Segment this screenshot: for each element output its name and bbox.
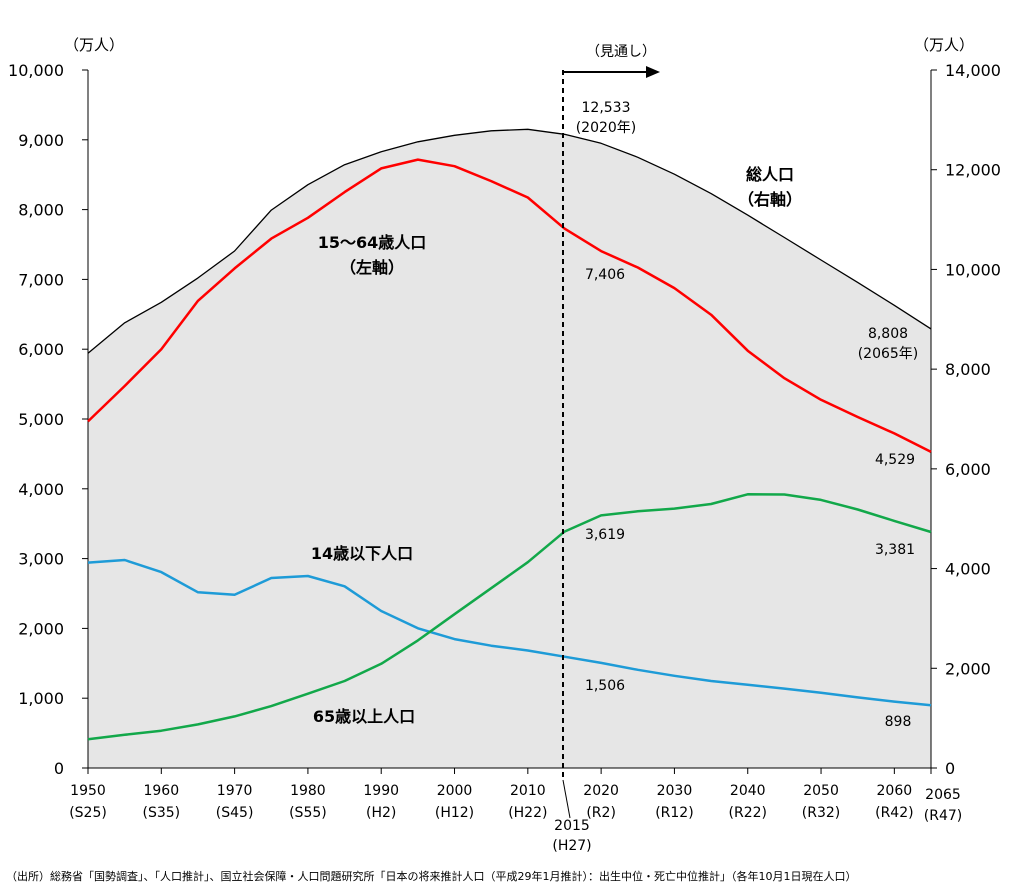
x-tick-year-label: 2010 [510,783,546,799]
x-tick-year-label: 1980 [290,783,326,799]
left-axis-ticks: 0 1,000 2,000 3,000 4,000 5,000 6,000 7,000 8,00… [8,61,88,778]
x-tick-era-label: (R2) [586,805,616,821]
data-label-children-2065: 898 [885,714,912,730]
left-tick-label: 8,000 [18,201,64,220]
x-tick-year-label: 2000 [437,783,473,799]
data-label-total-2020: 12,533 [582,100,631,116]
right-tick-label: 12,000 [945,161,1001,180]
projection-year-label: 2015 [554,818,590,834]
left-tick-label: 7,000 [18,270,64,289]
left-tick-label: 9,000 [18,131,64,150]
projection-year-leader [562,779,571,819]
x-tick-era-label: (R42) [875,805,913,821]
data-label-working-age-2020: 7,406 [585,267,625,283]
x-axis-ticks: 1950 (S25) 1960 (S35) 1970 (S45) 1980 (S55) 1990… [69,768,962,824]
series-label-total: 総人口 [746,165,794,184]
right-tick-label: 10,000 [945,260,1001,279]
x-tick-era-label: (S25) [69,805,107,821]
data-label-elderly-2020: 3,619 [585,527,625,543]
series-line-total [87,128,932,354]
projection-label: （見通し） [586,44,656,60]
projection-arrow-head [646,66,660,78]
x-tick-year-label: 2040 [730,783,766,799]
right-tick-label: 6,000 [945,460,991,479]
series-label-total-axis: （右軸） [738,190,802,209]
x-tick-year-label: 2030 [657,783,693,799]
x-tick-era-label: (R47) [924,808,962,824]
projection-era-label: (H27) [552,838,591,854]
right-unit-label: （万人） [914,36,974,54]
x-tick-era-label: (S45) [216,805,254,821]
x-tick-era-label: (R32) [802,805,840,821]
left-tick-label: 0 [54,759,64,778]
right-tick-label: 0 [945,759,955,778]
data-label-total-2065: 8,808 [868,326,908,342]
x-tick-year-label: 1960 [143,783,179,799]
right-tick-label: 2,000 [945,659,991,678]
total-population-area [88,129,931,769]
x-tick-year-label: 2065 [925,787,961,803]
data-label-total-2020-year: (2020年) [576,120,637,136]
series-line-children [87,558,932,707]
right-tick-label: 8,000 [945,360,991,379]
right-tick-label: 14,000 [945,61,1001,80]
x-tick-year-label: 1970 [217,783,253,799]
source-note: （出所）総務省「国勢調査」、「人口推計」、国立社会保障・人口問題研究所「日本の将… [6,869,857,883]
left-tick-label: 10,000 [8,61,64,80]
series-label-working-age: 15～64歳人口 [318,233,427,252]
data-label-working-age-2065: 4,529 [875,452,915,468]
right-axis-ticks: 0 2,000 4,000 6,000 8,000 10,000 12,000 14,000 [931,61,1001,778]
series-label-elderly: 65歳以上人口 [313,707,415,726]
series-line-working-age [87,158,932,454]
x-tick-era-label: (H22) [508,805,547,821]
left-tick-label: 4,000 [18,480,64,499]
series-label-children: 14歳以下人口 [311,544,413,563]
data-label-total-2065-year: (2065年) [858,346,919,362]
x-tick-year-label: 2050 [803,783,839,799]
series-line-elderly [87,493,932,741]
x-tick-year-label: 1950 [70,783,106,799]
x-tick-era-label: (R12) [655,805,693,821]
left-unit-label: （万人） [64,36,124,54]
x-tick-era-label: (H12) [435,805,474,821]
x-tick-era-label: (S35) [142,805,180,821]
left-tick-label: 1,000 [18,689,64,708]
x-tick-era-label: (S55) [289,805,327,821]
left-tick-label: 5,000 [18,410,64,429]
x-tick-era-label: (H2) [366,805,396,821]
left-tick-label: 6,000 [18,340,64,359]
right-tick-label: 4,000 [945,560,991,579]
data-label-elderly-2065: 3,381 [875,542,915,558]
x-tick-year-label: 2020 [583,783,619,799]
data-label-children-2020: 1,506 [585,678,625,694]
x-tick-era-label: (R22) [729,805,767,821]
left-tick-label: 2,000 [18,619,64,638]
x-tick-year-label: 2060 [877,783,913,799]
series-label-working-age-axis: （左軸） [340,258,404,277]
x-tick-year-label: 1990 [363,783,399,799]
left-tick-label: 3,000 [18,550,64,569]
series-lines [87,128,932,741]
